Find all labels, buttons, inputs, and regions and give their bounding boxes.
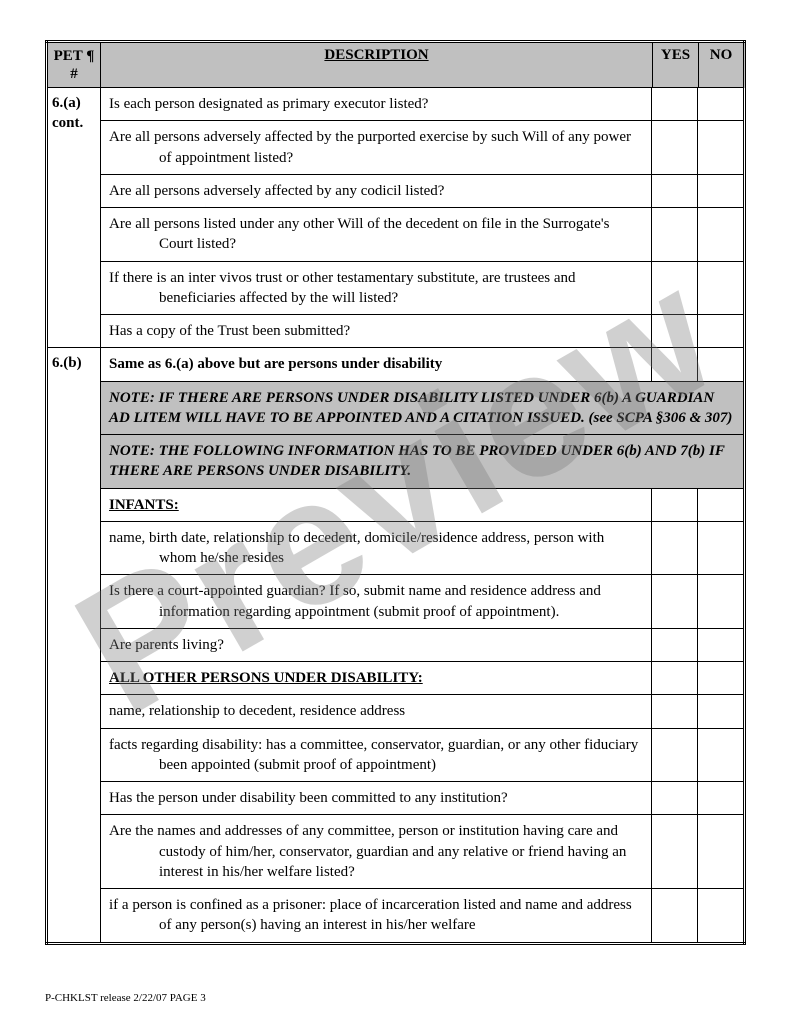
yes-cell[interactable] bbox=[651, 208, 697, 262]
no-cell[interactable] bbox=[697, 121, 743, 175]
item-text: name, relationship to decedent, residenc… bbox=[109, 701, 643, 721]
section-6a-row: 6.(a) cont. Is each person designated as… bbox=[47, 88, 745, 348]
no-cell[interactable] bbox=[697, 782, 743, 815]
yes-cell[interactable] bbox=[651, 348, 697, 381]
no-cell[interactable] bbox=[697, 889, 743, 942]
item-text: if a person is confined as a prisoner: p… bbox=[109, 895, 643, 936]
section-6b-row: 6.(b) Same as 6.(a) above but are person… bbox=[47, 348, 745, 943]
table-row: Are parents living? bbox=[101, 628, 743, 661]
table-row: Are all persons adversely affected by an… bbox=[101, 174, 743, 207]
no-cell[interactable] bbox=[697, 521, 743, 575]
table-row: Are the names and addresses of any commi… bbox=[101, 815, 743, 889]
yes-cell[interactable] bbox=[651, 695, 697, 728]
table-header-row: PET ¶ # DESCRIPTION YES NO bbox=[47, 42, 745, 88]
item-text: Has the person under disability been com… bbox=[109, 788, 643, 808]
yes-cell[interactable] bbox=[651, 88, 697, 121]
item-text: facts regarding disability: has a commit… bbox=[109, 735, 643, 776]
table-row: ALL OTHER PERSONS UNDER DISABILITY: bbox=[101, 662, 743, 695]
section-6b-heading: Same as 6.(a) above but are persons unde… bbox=[101, 348, 651, 381]
table-row: name, relationship to decedent, residenc… bbox=[101, 695, 743, 728]
header-description: DESCRIPTION bbox=[101, 42, 653, 88]
yes-cell[interactable] bbox=[651, 121, 697, 175]
table-row: name, birth date, relationship to decede… bbox=[101, 521, 743, 575]
note-row: NOTE: THE FOLLOWING INFORMATION HAS TO B… bbox=[101, 435, 743, 489]
section-6b-items: Same as 6.(a) above but are persons unde… bbox=[101, 348, 743, 941]
table-row: Is each person designated as primary exe… bbox=[101, 88, 743, 121]
yes-cell[interactable] bbox=[651, 889, 697, 942]
header-no: NO bbox=[699, 42, 745, 88]
note-text: NOTE: IF THERE ARE PERSONS UNDER DISABIL… bbox=[101, 381, 743, 435]
table-row: Has a copy of the Trust been submitted? bbox=[101, 315, 743, 348]
item-text: Are all persons listed under any other W… bbox=[109, 214, 643, 255]
section-6a-label: 6.(a) cont. bbox=[47, 88, 101, 348]
table-row: Same as 6.(a) above but are persons unde… bbox=[101, 348, 743, 381]
item-text: If there is an inter vivos trust or othe… bbox=[109, 268, 643, 309]
item-text: Are all persons adversely affected by an… bbox=[109, 181, 643, 201]
yes-cell[interactable] bbox=[651, 174, 697, 207]
yes-cell[interactable] bbox=[651, 815, 697, 889]
no-cell[interactable] bbox=[697, 815, 743, 889]
infants-heading: INFANTS: bbox=[109, 497, 179, 513]
item-text: Is each person designated as primary exe… bbox=[109, 94, 643, 114]
yes-cell[interactable] bbox=[651, 728, 697, 782]
item-text: Are parents living? bbox=[109, 635, 643, 655]
table-row: Are all persons listed under any other W… bbox=[101, 208, 743, 262]
yes-cell[interactable] bbox=[651, 628, 697, 661]
note-text: NOTE: THE FOLLOWING INFORMATION HAS TO B… bbox=[101, 435, 743, 489]
no-cell[interactable] bbox=[697, 315, 743, 348]
yes-cell[interactable] bbox=[651, 315, 697, 348]
table-row: Has the person under disability been com… bbox=[101, 782, 743, 815]
checklist-table: PET ¶ # DESCRIPTION YES NO 6.(a) cont. I… bbox=[45, 40, 746, 945]
yes-cell[interactable] bbox=[651, 521, 697, 575]
header-yes: YES bbox=[653, 42, 699, 88]
no-cell[interactable] bbox=[697, 575, 743, 629]
header-pet: PET ¶ # bbox=[47, 42, 101, 88]
no-cell[interactable] bbox=[697, 695, 743, 728]
no-cell[interactable] bbox=[697, 174, 743, 207]
no-cell[interactable] bbox=[697, 628, 743, 661]
item-text: Is there a court-appointed guardian? If … bbox=[109, 581, 643, 622]
yes-cell[interactable] bbox=[651, 662, 697, 695]
no-cell[interactable] bbox=[697, 261, 743, 315]
table-row: Are all persons adversely affected by th… bbox=[101, 121, 743, 175]
yes-cell[interactable] bbox=[651, 488, 697, 521]
table-row: If there is an inter vivos trust or othe… bbox=[101, 261, 743, 315]
item-text: name, birth date, relationship to decede… bbox=[109, 528, 643, 569]
section-6a-items: Is each person designated as primary exe… bbox=[101, 88, 743, 347]
table-row: Is there a court-appointed guardian? If … bbox=[101, 575, 743, 629]
no-cell[interactable] bbox=[697, 208, 743, 262]
item-text: Are the names and addresses of any commi… bbox=[109, 821, 643, 882]
table-row: facts regarding disability: has a commit… bbox=[101, 728, 743, 782]
yes-cell[interactable] bbox=[651, 782, 697, 815]
table-row: INFANTS: bbox=[101, 488, 743, 521]
other-persons-heading: ALL OTHER PERSONS UNDER DISABILITY: bbox=[109, 670, 423, 686]
page-footer: P-CHKLST release 2/22/07 PAGE 3 bbox=[45, 992, 206, 1004]
item-text: Has a copy of the Trust been submitted? bbox=[109, 321, 643, 341]
no-cell[interactable] bbox=[697, 88, 743, 121]
no-cell[interactable] bbox=[697, 662, 743, 695]
yes-cell[interactable] bbox=[651, 261, 697, 315]
no-cell[interactable] bbox=[697, 728, 743, 782]
no-cell[interactable] bbox=[697, 488, 743, 521]
item-text: Are all persons adversely affected by th… bbox=[109, 127, 643, 168]
note-row: NOTE: IF THERE ARE PERSONS UNDER DISABIL… bbox=[101, 381, 743, 435]
yes-cell[interactable] bbox=[651, 575, 697, 629]
section-6b-label: 6.(b) bbox=[47, 348, 101, 943]
no-cell[interactable] bbox=[697, 348, 743, 381]
table-row: if a person is confined as a prisoner: p… bbox=[101, 889, 743, 942]
